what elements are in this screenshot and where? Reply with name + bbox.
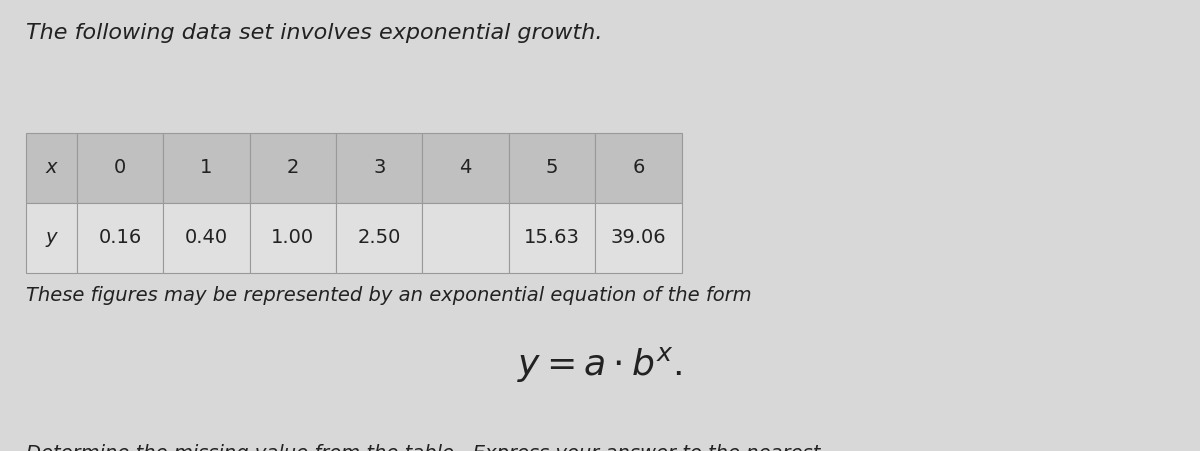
Text: 0.40: 0.40: [185, 228, 228, 248]
Bar: [250, 133, 336, 203]
Text: 1: 1: [200, 158, 212, 178]
Bar: [509, 203, 595, 273]
Bar: [336, 133, 422, 203]
Text: 15.63: 15.63: [524, 228, 580, 248]
Bar: [163, 133, 250, 203]
Bar: [26, 203, 77, 273]
Text: 1.00: 1.00: [271, 228, 314, 248]
Text: y: y: [46, 228, 58, 248]
Bar: [595, 203, 682, 273]
Text: 39.06: 39.06: [611, 228, 666, 248]
Text: 0: 0: [114, 158, 126, 178]
Bar: [77, 203, 163, 273]
Bar: [422, 203, 509, 273]
Text: Determine the missing value from the table.  Express your answer to the nearest
: Determine the missing value from the tab…: [26, 444, 821, 451]
Bar: [509, 133, 595, 203]
Text: 2: 2: [287, 158, 299, 178]
Bar: [422, 133, 509, 203]
Text: 5: 5: [546, 158, 558, 178]
Text: $y = a \cdot b^x.$: $y = a \cdot b^x.$: [517, 345, 683, 384]
Text: 0.16: 0.16: [98, 228, 142, 248]
Text: 3: 3: [373, 158, 385, 178]
Text: 6: 6: [632, 158, 644, 178]
Bar: [250, 203, 336, 273]
Bar: [77, 133, 163, 203]
Bar: [163, 203, 250, 273]
Text: The following data set involves exponential growth.: The following data set involves exponent…: [26, 23, 602, 42]
Text: x: x: [46, 158, 58, 178]
Text: 4: 4: [460, 158, 472, 178]
Text: 2.50: 2.50: [358, 228, 401, 248]
Bar: [26, 133, 77, 203]
Bar: [595, 133, 682, 203]
Bar: [336, 203, 422, 273]
Text: These figures may be represented by an exponential equation of the form: These figures may be represented by an e…: [26, 286, 752, 305]
